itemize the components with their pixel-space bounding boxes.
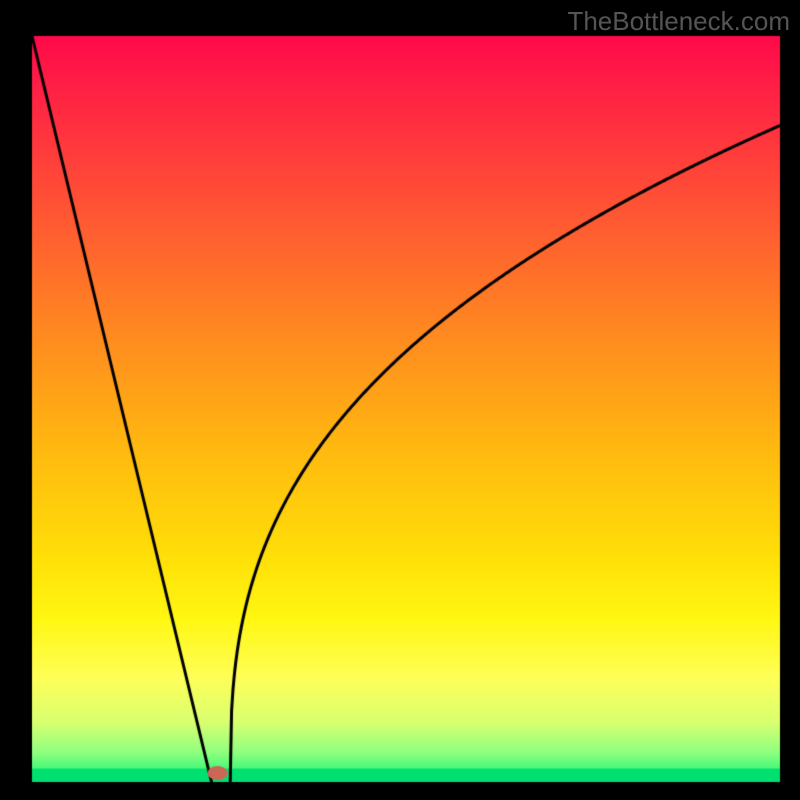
watermark-text: TheBottleneck.com xyxy=(567,6,790,37)
bottleneck-chart-canvas xyxy=(0,0,800,800)
chart-container: { "canvas": { "width": 800, "height": 80… xyxy=(0,0,800,800)
